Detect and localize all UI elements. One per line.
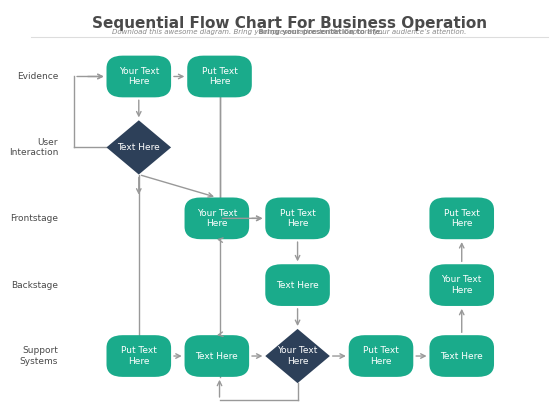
Polygon shape [106,120,171,175]
Text: User
Interaction: User Interaction [9,138,58,157]
Text: Text Here: Text Here [440,352,483,360]
Text: Support
Systems: Support Systems [20,346,58,366]
Text: Put Text
Here: Put Text Here [202,67,237,86]
Text: Download this awesome diagram. Bring your presentation to life. Capture your aud: Download this awesome diagram. Bring you… [113,29,466,34]
FancyBboxPatch shape [265,264,330,306]
Text: Text Here: Text Here [276,281,319,290]
FancyBboxPatch shape [187,55,252,97]
Text: Evidence: Evidence [17,72,58,81]
Text: Text Here: Text Here [195,352,238,360]
FancyBboxPatch shape [349,335,413,377]
Text: Your Text
Here: Your Text Here [277,346,318,366]
FancyBboxPatch shape [430,197,494,239]
FancyBboxPatch shape [185,197,249,239]
FancyBboxPatch shape [106,335,171,377]
FancyBboxPatch shape [430,335,494,377]
FancyBboxPatch shape [430,264,494,306]
Text: Your Text
Here: Your Text Here [441,276,482,295]
Text: Bring your presentation to life.: Bring your presentation to life. [196,29,383,34]
Text: Put Text
Here: Put Text Here [444,209,480,228]
Text: Sequential Flow Chart For Business Operation: Sequential Flow Chart For Business Opera… [92,16,487,31]
Text: Put Text
Here: Put Text Here [279,209,315,228]
Text: Backstage: Backstage [11,281,58,290]
Text: Your Text
Here: Your Text Here [197,209,237,228]
Text: Your Text
Here: Your Text Here [119,67,159,86]
Polygon shape [265,329,330,383]
Text: Put Text
Here: Put Text Here [363,346,399,366]
Text: Frontstage: Frontstage [10,214,58,223]
Text: Text Here: Text Here [118,143,160,152]
Text: Put Text
Here: Put Text Here [121,346,157,366]
FancyBboxPatch shape [185,335,249,377]
FancyBboxPatch shape [106,55,171,97]
FancyBboxPatch shape [265,197,330,239]
